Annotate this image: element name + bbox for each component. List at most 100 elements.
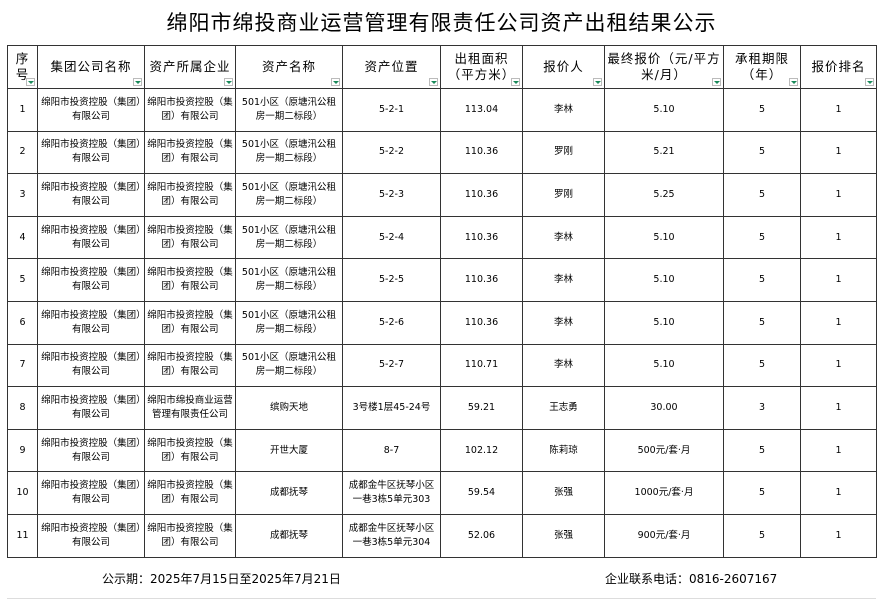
table-row: 2 绵阳市投资控股（集团）有限公司 绵阳市投资控股（集团）有限公司 501小区（原塘汛…	[7, 130, 877, 175]
cell-group-company: 绵阳市投资控股（集团）有限公司	[37, 88, 145, 132]
cell-area: 110.71	[440, 343, 523, 388]
cell-bidder: 李林	[522, 258, 605, 302]
column-header-label: 资产名称	[261, 59, 316, 74]
cell-group-company: 绵阳市投资控股（集团）有限公司	[37, 513, 145, 558]
cell-area: 102.12	[440, 428, 523, 473]
cell-index: 1	[7, 88, 38, 132]
cell-final-price: 5.10	[604, 88, 724, 132]
cell-owner-company: 绵阳市投资控股（集团）有限公司	[144, 88, 236, 132]
cell-asset-name: 缤购天地	[235, 386, 343, 430]
cell-final-price: 5.10	[604, 258, 724, 302]
cell-final-price: 5.25	[604, 173, 724, 217]
cell-owner-company: 绵阳市投资控股（集团）有限公司	[144, 343, 236, 388]
cell-asset-location: 成都金牛区抚琴小区一巷3栋5单元303	[342, 471, 441, 515]
cell-bid-rank: 1	[800, 215, 877, 260]
cell-asset-name: 501小区（原塘汛公租房一期二标段）	[235, 300, 343, 345]
cell-group-company: 绵阳市投资控股（集团）有限公司	[37, 343, 145, 388]
column-header-asset-name: 资产名称	[235, 45, 343, 89]
cell-bidder: 张强	[522, 513, 605, 558]
cell-group-company: 绵阳市投资控股（集团）有限公司	[37, 258, 145, 302]
cell-bid-rank: 1	[800, 386, 877, 430]
cell-final-price: 5.10	[604, 215, 724, 260]
cell-area: 59.54	[440, 471, 523, 515]
filter-dropdown-icon[interactable]	[511, 78, 520, 86]
column-header-label: 承租期限（年）	[734, 51, 789, 82]
cell-area: 110.36	[440, 130, 523, 175]
cell-owner-company: 绵阳市投资控股（集团）有限公司	[144, 513, 236, 558]
cell-final-price: 30.00	[604, 386, 724, 430]
cell-asset-location: 5-2-4	[342, 215, 441, 260]
cell-area: 110.36	[440, 258, 523, 302]
column-header-label: 序号	[15, 51, 30, 82]
column-header-area: 出租面积（平方米）	[440, 45, 523, 89]
cell-asset-name: 501小区（原塘汛公租房一期二标段）	[235, 130, 343, 175]
filter-dropdown-icon[interactable]	[865, 78, 874, 86]
cell-index: 5	[7, 258, 38, 302]
cell-index: 4	[7, 215, 38, 260]
cell-lease-term: 5	[723, 258, 801, 302]
cell-lease-term: 5	[723, 343, 801, 388]
column-header-label: 报价人	[543, 59, 584, 74]
cell-asset-name: 成都抚琴	[235, 471, 343, 515]
table-row: 9 绵阳市投资控股（集团）有限公司 绵阳市投资控股（集团）有限公司 开世大厦 8-7 10…	[7, 428, 877, 473]
filter-dropdown-icon[interactable]	[133, 78, 142, 86]
cell-lease-term: 5	[723, 471, 801, 515]
cell-bidder: 李林	[522, 300, 605, 345]
cell-owner-company: 绵阳市投资控股（集团）有限公司	[144, 258, 236, 302]
cell-area: 59.21	[440, 386, 523, 430]
filter-dropdown-icon[interactable]	[331, 78, 340, 86]
cell-asset-location: 5-2-7	[342, 343, 441, 388]
cell-index: 9	[7, 428, 38, 473]
cell-asset-name: 501小区（原塘汛公租房一期二标段）	[235, 88, 343, 132]
cell-final-price: 1000元/套·月	[604, 471, 724, 515]
filter-dropdown-icon[interactable]	[224, 78, 233, 86]
cell-lease-term: 5	[723, 300, 801, 345]
column-header-label: 集团公司名称	[50, 59, 132, 74]
cell-final-price: 5.21	[604, 130, 724, 175]
cell-asset-location: 5-2-1	[342, 88, 441, 132]
cell-area: 110.36	[440, 215, 523, 260]
cell-group-company: 绵阳市投资控股（集团）有限公司	[37, 300, 145, 345]
column-header-label: 资产位置	[364, 59, 419, 74]
cell-lease-term: 3	[723, 386, 801, 430]
cell-area: 110.36	[440, 173, 523, 217]
filter-dropdown-icon[interactable]	[593, 78, 602, 86]
cell-asset-location: 3号楼1层45-24号	[342, 386, 441, 430]
cell-bid-rank: 1	[800, 300, 877, 345]
cell-asset-location: 5-2-5	[342, 258, 441, 302]
results-table: 序号 集团公司名称 资产所属企业 资产名称 资产位置 出租面积（平方米） 报价人 最终报价（元…	[7, 45, 877, 558]
cell-group-company: 绵阳市投资控股（集团）有限公司	[37, 215, 145, 260]
cell-area: 110.36	[440, 300, 523, 345]
cell-asset-location: 5-2-6	[342, 300, 441, 345]
filter-dropdown-icon[interactable]	[712, 78, 721, 86]
cell-owner-company: 绵阳市绵投商业运营管理有限责任公司	[144, 386, 236, 430]
table-row: 8 绵阳市投资控股（集团）有限公司 绵阳市绵投商业运营管理有限责任公司 缤购天地 3号楼…	[7, 386, 877, 430]
page-title: 绵阳市绵投商业运营管理有限责任公司资产出租结果公示	[166, 11, 717, 35]
column-header-bidder: 报价人	[522, 45, 605, 89]
cell-final-price: 5.10	[604, 343, 724, 388]
cell-owner-company: 绵阳市投资控股（集团）有限公司	[144, 471, 236, 515]
filter-dropdown-icon[interactable]	[789, 78, 798, 86]
column-header-label: 出租面积（平方米）	[447, 51, 516, 82]
cell-asset-name: 501小区（原塘汛公租房一期二标段）	[235, 343, 343, 388]
cell-owner-company: 绵阳市投资控股（集团）有限公司	[144, 300, 236, 345]
cell-bid-rank: 1	[800, 173, 877, 217]
contact-phone: 企业联系电话：0816-2607167	[605, 572, 778, 586]
cell-bid-rank: 1	[800, 258, 877, 302]
cell-bidder: 李林	[522, 88, 605, 132]
column-header-lease-term: 承租期限（年）	[723, 45, 801, 89]
cell-asset-location: 5-2-3	[342, 173, 441, 217]
cell-bid-rank: 1	[800, 130, 877, 175]
filter-dropdown-icon[interactable]	[26, 78, 35, 86]
cell-owner-company: 绵阳市投资控股（集团）有限公司	[144, 130, 236, 175]
cell-bidder: 王志勇	[522, 386, 605, 430]
footer: 公示期：2025年7月15日至2025年7月21日 企业联系电话：0816-26…	[7, 556, 876, 599]
column-header-index: 序号	[7, 45, 38, 89]
column-header-asset-location: 资产位置	[342, 45, 441, 89]
cell-bid-rank: 1	[800, 471, 877, 515]
column-header-label: 最终报价（元/平方米/月）	[607, 51, 721, 82]
cell-asset-name: 开世大厦	[235, 428, 343, 473]
column-header-group-company: 集团公司名称	[37, 45, 145, 89]
filter-dropdown-icon[interactable]	[429, 78, 438, 86]
table-row: 4 绵阳市投资控股（集团）有限公司 绵阳市投资控股（集团）有限公司 501小区（原塘汛…	[7, 215, 877, 260]
